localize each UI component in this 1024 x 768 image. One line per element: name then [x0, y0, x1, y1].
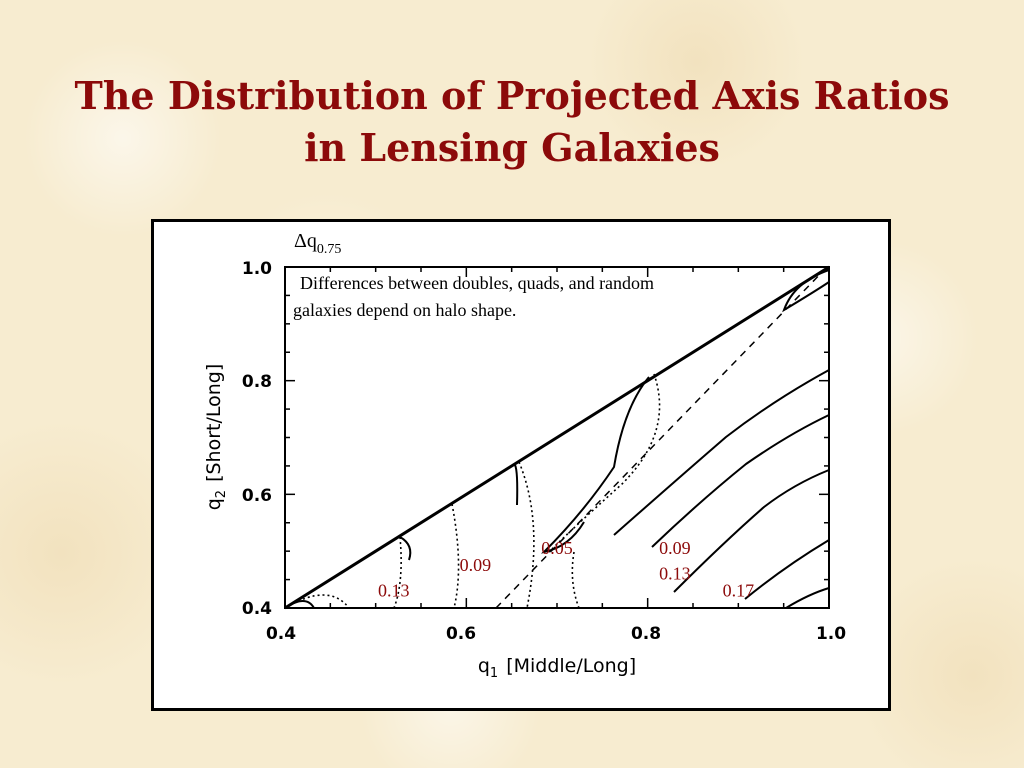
x-tick-label: 0.6 [446, 624, 476, 644]
solid-contour [785, 587, 830, 609]
solid-contour [284, 600, 315, 609]
y-tick-label: 0.4 [242, 599, 272, 619]
slide-title: The Distribution of Projected Axis Ratio… [74, 73, 950, 170]
dotted-contours [284, 373, 661, 609]
x-tick-labels: 0.4 0.6 0.8 1.0 [266, 624, 846, 644]
boundary-line-q2-equals-q1 [284, 265, 830, 610]
contour-label: 0.09 [460, 555, 492, 575]
note-line-1: Differences between doubles, quads, and … [300, 273, 654, 293]
y-tick-labels: 0.4 0.6 0.8 1.0 [242, 259, 272, 619]
x-tick-label: 0.8 [631, 624, 661, 644]
solid-contour [514, 464, 519, 506]
x-tick-label: 1.0 [816, 624, 846, 644]
dotted-contour [571, 551, 580, 609]
y-axis-title-sub: 2 [214, 490, 229, 498]
y-axis-title-rest: [Short/Long] [203, 364, 225, 482]
dotted-contour [548, 373, 661, 553]
y-axis-title: q2 [Short/Long] [203, 364, 229, 511]
solid-contours [284, 269, 830, 609]
note-line-2: galaxies depend on halo shape. [293, 300, 516, 320]
solid-contour [613, 369, 830, 536]
x-axis-title: q1 [Middle/Long] [478, 655, 636, 681]
solid-contour [540, 376, 650, 554]
axis-ratio-contour-plot: Δq0.75 Differences between doubles, quad… [203, 230, 846, 681]
delta-q-subscript: 0.75 [317, 242, 342, 257]
delta-q-symbol: Δq0.75 [294, 230, 341, 257]
x-axis-title-sub: 1 [490, 666, 498, 681]
contour-label: 0.05 [541, 538, 573, 558]
dotted-contour [284, 594, 350, 609]
solid-contour [782, 269, 830, 313]
x-axis-title-rest: [Middle/Long] [506, 655, 636, 677]
figure-panel: Δq0.75 Differences between doubles, quad… [151, 219, 891, 711]
solid-contour [399, 536, 412, 561]
contour-labels: 0.05 0.09 0.09 0.13 0.13 0.17 [378, 538, 754, 601]
contour-label: 0.13 [378, 581, 410, 601]
x-tick-label: 0.4 [266, 624, 296, 644]
y-tick-label: 0.6 [242, 486, 272, 506]
contour-label: 0.13 [659, 564, 691, 584]
solid-contour [651, 414, 830, 548]
y-tick-label: 1.0 [242, 259, 272, 279]
y-tick-label: 0.8 [242, 372, 272, 392]
y-axis-title-main: q [203, 498, 225, 510]
contour-label: 0.09 [659, 538, 691, 558]
solid-contour [744, 539, 830, 600]
dotted-contour [393, 536, 402, 609]
dotted-contour [518, 461, 535, 609]
dotted-contour [451, 503, 460, 609]
x-axis-title-main: q [478, 655, 490, 677]
delta-q-main: Δq [294, 230, 317, 252]
solid-contour [673, 469, 830, 593]
contour-label: 0.17 [723, 581, 755, 601]
